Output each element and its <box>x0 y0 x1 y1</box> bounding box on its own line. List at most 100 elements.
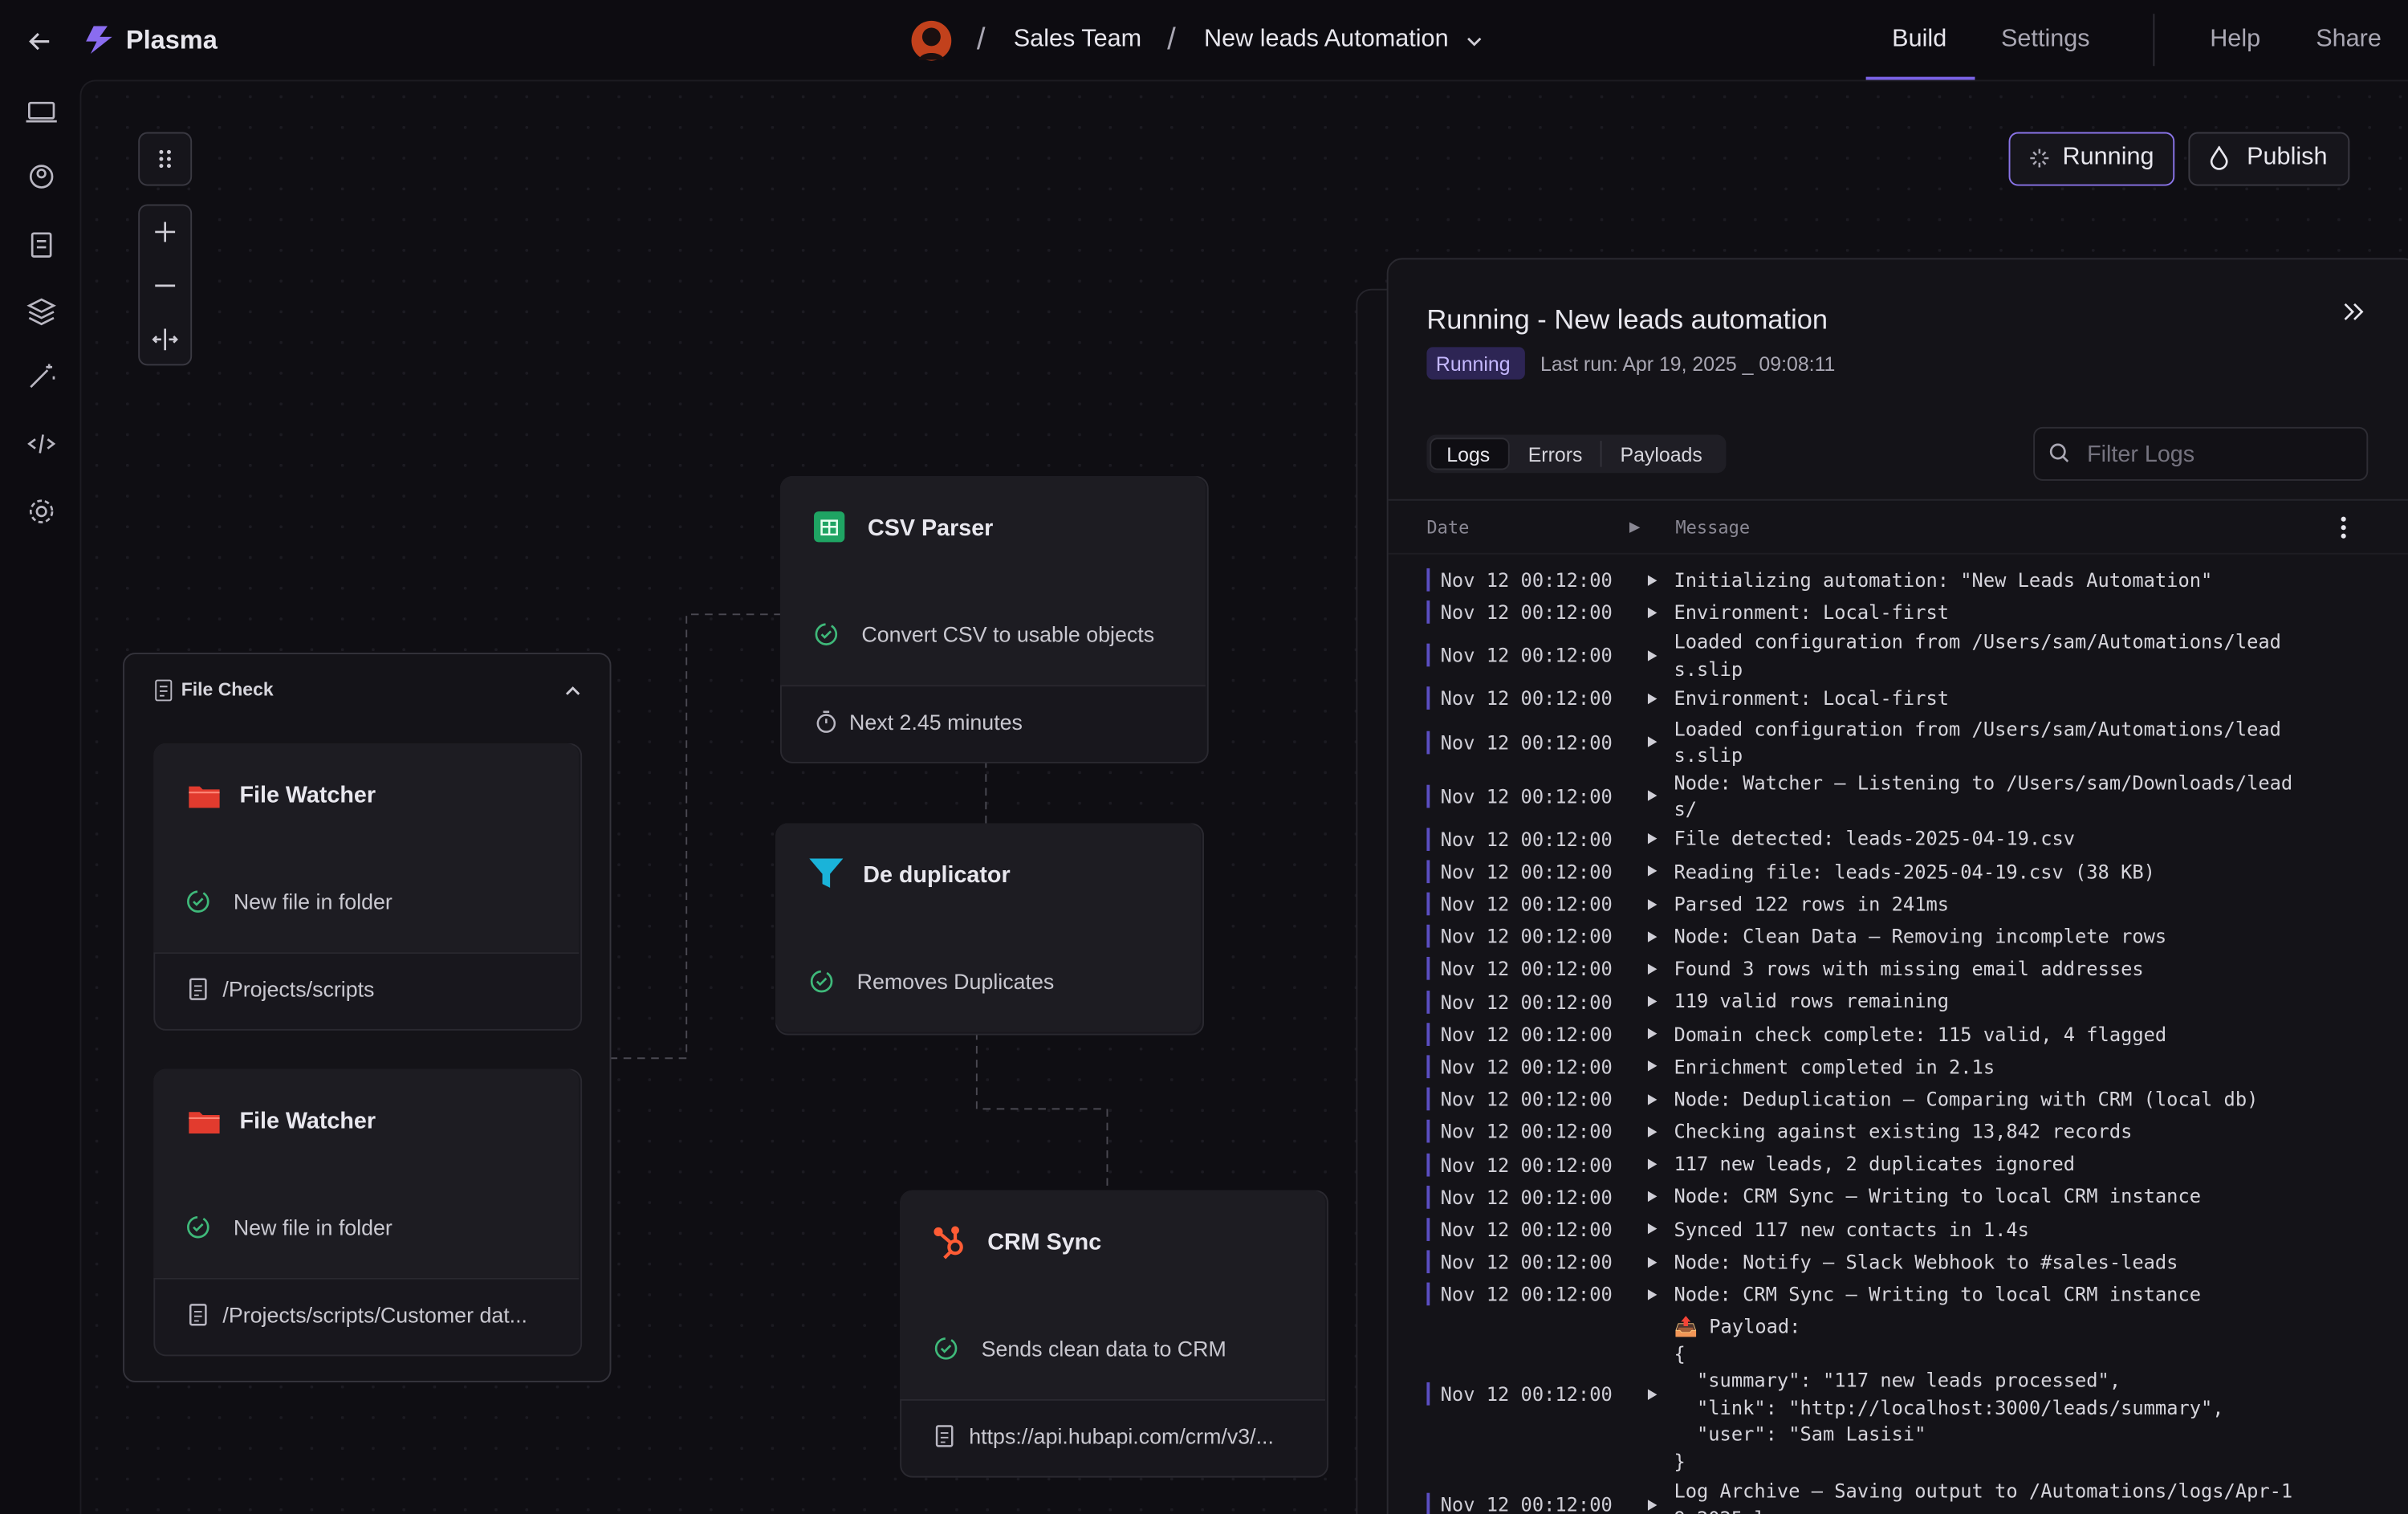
node-path: /Projects/scripts/Customer dat... <box>222 1302 528 1328</box>
log-row[interactable]: Nov 12 00:12:00 Checking against existing… <box>1421 1116 2373 1149</box>
expand-icon <box>1631 1499 1674 1511</box>
log-date: Nov 12 00:12:00 <box>1426 990 1630 1013</box>
log-row[interactable]: Nov 12 00:12:00 117 new leads, 2 duplicat… <box>1421 1148 2373 1181</box>
node-header <box>779 476 1206 687</box>
log-tab[interactable]: Logs <box>1446 442 1491 466</box>
log-date: Nov 12 00:12:00 <box>1426 783 1630 808</box>
dropdown-icon[interactable] <box>1463 31 1485 52</box>
log-row[interactable]: Nov 12 00:12:00 Log Archive — Saving outp… <box>1421 1478 2373 1514</box>
more-menu[interactable] <box>2337 515 2349 541</box>
publish-button[interactable] <box>2188 132 2350 186</box>
log-row[interactable]: Nov 12 00:12:00 Synced 117 new contacts i… <box>1421 1213 2373 1246</box>
log-row[interactable]: Nov 12 00:12:00 Node: CRM Sync — Writing … <box>1421 1278 2373 1311</box>
column-header: Date <box>1426 516 1470 539</box>
log-message: 117 new leads, 2 duplicates ignored <box>1674 1152 2076 1176</box>
check-icon <box>186 889 217 920</box>
menu-button[interactable] <box>138 132 193 186</box>
log-date: Nov 12 00:12:00 <box>1426 1283 1630 1306</box>
log-row[interactable]: Nov 12 00:12:00 Node: CRM Sync — Writing … <box>1421 1181 2373 1214</box>
node-header <box>775 823 1202 1032</box>
folder-icon <box>187 782 220 812</box>
log-row[interactable]: Nov 12 00:12:00 Initializing automation: … <box>1421 564 2373 596</box>
status-badge <box>1426 347 1525 380</box>
search-icon <box>2049 443 2069 462</box>
log-row[interactable]: Nov 12 00:12:00 Node: Deduplication — Com… <box>1421 1083 2373 1116</box>
log-row[interactable]: Nov 12 00:12:00 Loaded configuration from… <box>1421 629 2373 682</box>
log-date: Nov 12 00:12:00 <box>1426 860 1630 883</box>
expand-icon <box>1631 930 1674 942</box>
back-button[interactable] <box>25 26 55 57</box>
log-message: Synced 117 new contacts in 1.4s <box>1674 1217 2029 1241</box>
check-icon <box>809 969 840 999</box>
filter-input[interactable] <box>2033 426 2369 481</box>
log-message: Environment: Local-first <box>1674 600 1950 624</box>
log-date: Nov 12 00:12:00 <box>1426 1152 1630 1176</box>
log-message: Parsed 122 rows in 241ms <box>1674 892 1950 915</box>
running-button[interactable] <box>2008 132 2175 186</box>
log-message: File detected: leads-2025-04-19.csv <box>1674 827 2076 850</box>
log-message: Node: CRM Sync — Writing to local CRM in… <box>1674 1185 2202 1208</box>
log-message: Node: CRM Sync — Writing to local CRM in… <box>1674 1282 2202 1306</box>
log-tab[interactable]: Errors <box>1527 442 1583 466</box>
group-icon <box>155 679 173 702</box>
expand-icon <box>1631 736 1674 748</box>
log-date: Nov 12 00:12:00 <box>1426 1055 1630 1079</box>
log-row[interactable]: Nov 12 00:12:00 📤 Payload: { "summary": "… <box>1421 1311 2373 1479</box>
log-message: Reading file: leads-2025-04-19.csv (38 K… <box>1674 859 2155 883</box>
log-message: Node: Notify — Slack Webhook to #sales-l… <box>1674 1250 2178 1273</box>
expand-icon <box>1631 1288 1674 1300</box>
avatar[interactable] <box>911 20 953 62</box>
breadcrumb[interactable]: Sales Team <box>1013 26 1142 53</box>
log-row[interactable]: Nov 12 00:12:00 Node: Watcher — Listening… <box>1421 769 2373 823</box>
sidebar[interactable] <box>22 92 62 538</box>
node-status: New file in folder <box>233 889 393 914</box>
expand-icon <box>1631 606 1674 618</box>
log-tab[interactable]: Payloads <box>1620 442 1702 466</box>
log-list: Nov 12 00:12:00 Initializing automation: … <box>1421 564 2373 1514</box>
running-label[interactable]: Running <box>2062 144 2154 171</box>
node-status: New file in folder <box>233 1215 393 1240</box>
log-date: Nov 12 00:12:00 <box>1426 1493 1630 1514</box>
log-row[interactable]: Nov 12 00:12:00 Environment: Local-first <box>1421 596 2373 629</box>
link[interactable]: Help <box>2210 26 2261 53</box>
log-row[interactable]: Nov 12 00:12:00 Reading file: leads-2025-… <box>1421 855 2373 888</box>
column-header: Message <box>1675 516 1751 539</box>
expand-icon <box>1631 1223 1674 1235</box>
tab[interactable]: Settings <box>2000 26 2090 53</box>
log-row[interactable]: Nov 12 00:12:00 119 valid rows remaining <box>1421 985 2373 1018</box>
expand-icon <box>1631 574 1674 586</box>
expand-icon <box>1631 865 1674 877</box>
log-message: Node: Clean Data — Removing incomplete r… <box>1674 924 2167 948</box>
node-title: File Watcher <box>239 782 376 809</box>
expand-icon <box>1631 693 1674 705</box>
log-row[interactable]: Nov 12 00:12:00 Parsed 122 rows in 241ms <box>1421 888 2373 921</box>
log-date: Nov 12 00:12:00 <box>1426 1250 1630 1274</box>
log-row[interactable]: Nov 12 00:12:00 Found 3 rows with missing… <box>1421 953 2373 986</box>
breadcrumb[interactable]: New leads Automation <box>1204 26 1449 53</box>
log-row[interactable]: Nov 12 00:12:00 Domain check complete: 11… <box>1421 1018 2373 1051</box>
log-row[interactable]: Nov 12 00:12:00 File detected: leads-2025… <box>1421 823 2373 856</box>
check-icon <box>934 1337 964 1367</box>
log-message: Environment: Local-first <box>1674 686 1950 710</box>
expand-icon <box>1631 1028 1674 1040</box>
tab[interactable]: Build <box>1892 26 1947 53</box>
expand-icon <box>1631 1060 1674 1072</box>
zoom-controls[interactable] <box>138 204 193 366</box>
collapse-panel[interactable] <box>2341 301 2365 323</box>
node-path: /Projects/scripts <box>222 976 375 1002</box>
log-row[interactable]: Nov 12 00:12:00 Environment: Local-first <box>1421 682 2373 715</box>
log-row[interactable]: Nov 12 00:12:00 Loaded configuration from… <box>1421 715 2373 769</box>
group-title: File Check <box>181 678 274 701</box>
expand-icon <box>1631 963 1674 975</box>
link[interactable]: Share <box>2316 26 2382 53</box>
publish-label[interactable]: Publish <box>2247 144 2328 171</box>
node-title: De duplicator <box>863 862 1011 889</box>
log-row[interactable]: Nov 12 00:12:00 Node: Notify — Slack Webh… <box>1421 1246 2373 1279</box>
brand: Plasma <box>125 25 218 55</box>
collapse-icon[interactable] <box>562 681 584 702</box>
check-icon <box>814 622 844 653</box>
log-row[interactable]: Nov 12 00:12:00 Node: Clean Data — Removi… <box>1421 920 2373 953</box>
node-header <box>153 743 580 954</box>
log-row[interactable]: Nov 12 00:12:00 Enrichment completed in 2… <box>1421 1050 2373 1083</box>
